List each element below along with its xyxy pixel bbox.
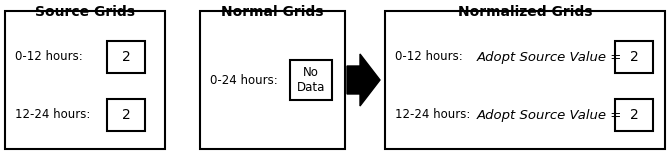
Text: 12-24 hours:: 12-24 hours: (15, 109, 91, 122)
Text: Adopt Source Value =: Adopt Source Value = (477, 109, 623, 122)
Bar (615, 41, 653, 73)
Text: Normal Grids: Normal Grids (221, 5, 323, 19)
Text: Adopt Source Value =: Adopt Source Value = (477, 50, 623, 63)
Text: Normalized Grids: Normalized Grids (458, 5, 592, 19)
Text: No
Data: No Data (297, 66, 325, 94)
Text: 2: 2 (121, 50, 130, 64)
Text: 0-12 hours:: 0-12 hours: (395, 50, 463, 63)
Bar (290, 60, 332, 100)
Text: 0-24 hours:: 0-24 hours: (210, 73, 278, 87)
Text: 2: 2 (629, 108, 638, 122)
Bar (107, 99, 145, 131)
Bar (107, 41, 145, 73)
Text: 2: 2 (121, 108, 130, 122)
Polygon shape (347, 54, 380, 106)
Bar (5, 11, 165, 149)
Text: 12-24 hours:: 12-24 hours: (395, 109, 470, 122)
Text: Source Grids: Source Grids (35, 5, 135, 19)
Bar (615, 99, 653, 131)
Bar (200, 11, 345, 149)
Text: 0-12 hours:: 0-12 hours: (15, 50, 83, 63)
Bar (385, 11, 665, 149)
Text: 2: 2 (629, 50, 638, 64)
